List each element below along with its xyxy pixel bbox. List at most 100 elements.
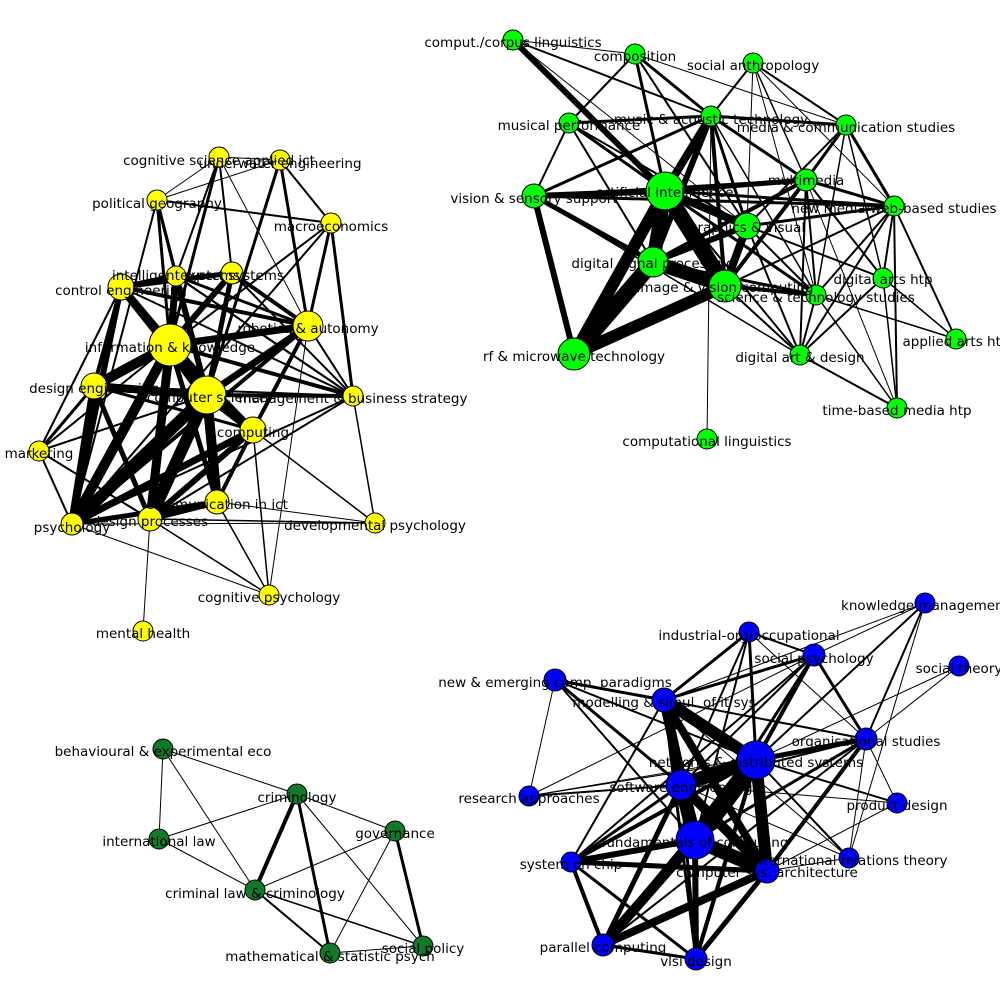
edge-marketing-designproc bbox=[38, 450, 151, 520]
edge-marketing-designeng bbox=[37, 384, 96, 453]
node-musacou bbox=[700, 105, 722, 127]
edge-intel-autonomy bbox=[174, 274, 310, 328]
node-rfmicro bbox=[557, 337, 591, 371]
node-label-modelling: modelling & simul. of it sys bbox=[572, 695, 755, 711]
node-label-newmedia: new media/web-based studies bbox=[791, 201, 996, 217]
edge-graphics-digartdesign bbox=[746, 225, 801, 356]
node-designproc bbox=[137, 506, 163, 532]
edge-composition-musacou bbox=[633, 52, 713, 118]
edge-orgstud-parallel bbox=[602, 738, 867, 946]
node-timebased bbox=[886, 397, 908, 419]
edge-designproc-mental bbox=[142, 518, 151, 632]
edge-computing-devpsy bbox=[252, 429, 376, 524]
node-label-fundcomp: fundamentals of computing bbox=[602, 835, 789, 851]
edge-behav-criminology bbox=[162, 748, 298, 795]
edge-cogsci-intel bbox=[175, 156, 220, 277]
edge-cogsci-polgeo bbox=[156, 156, 220, 201]
node-label-cogsci: cognitive science applied ict bbox=[123, 153, 315, 169]
node-compsci bbox=[187, 375, 227, 415]
node-socpolicy bbox=[412, 935, 434, 957]
node-comparch bbox=[754, 858, 780, 884]
node-label-compsci: computer science bbox=[147, 390, 267, 406]
node-bizstrat bbox=[342, 385, 364, 407]
edge-control-computing bbox=[119, 285, 255, 432]
node-label-parallel: parallel computing bbox=[540, 940, 667, 956]
edge-mediacomm-newmedia bbox=[844, 123, 896, 208]
node-label-indorg: industrial-org/occupational bbox=[658, 628, 839, 644]
edge-socth-netdist bbox=[755, 665, 960, 761]
edge-composition-mediacomm bbox=[634, 53, 847, 126]
node-corpus bbox=[502, 29, 524, 51]
edge-syschip-modelling bbox=[570, 699, 665, 863]
node-orgstud bbox=[854, 727, 878, 751]
edge-psychology-cogpsy bbox=[71, 523, 270, 596]
node-socpsych bbox=[802, 643, 826, 667]
node-label-behav: behavioural & experimental eco bbox=[55, 744, 272, 760]
node-sciencetech bbox=[805, 284, 827, 306]
edge-digartdesign-timebased bbox=[799, 354, 898, 409]
edge-socth-orgstud bbox=[865, 665, 960, 740]
node-digarts bbox=[872, 267, 894, 289]
edge-underwater-polgeo bbox=[156, 159, 281, 201]
node-label-psychology: psychology bbox=[34, 520, 110, 536]
edge-orgstud-comparch bbox=[765, 737, 868, 873]
node-underwater bbox=[269, 149, 291, 171]
edge-vision-musperf bbox=[533, 122, 570, 197]
node-label-netdist: networks & distributed systems bbox=[649, 755, 863, 771]
edge-socanth-mediacomm bbox=[752, 62, 847, 126]
node-label-ai: artificial intelligence bbox=[596, 185, 733, 201]
edge-criminology-mathpsych bbox=[295, 792, 332, 955]
node-fundcomp bbox=[675, 820, 715, 860]
edge-newemerg-research bbox=[528, 679, 556, 797]
node-label-underwater: underwater engineering bbox=[198, 156, 361, 172]
edge-criminology-governance bbox=[296, 793, 396, 832]
edge-multimedia-newmedia bbox=[804, 178, 896, 208]
edge-imagevis-newmedia bbox=[724, 205, 895, 287]
node-marketing bbox=[28, 440, 50, 462]
edge-syschip-fundcomp bbox=[568, 837, 698, 865]
edge-intlrel-comparch bbox=[766, 857, 850, 872]
edge-timebased-sciencetech bbox=[815, 294, 898, 409]
node-label-socpsych: social psychology bbox=[754, 651, 873, 667]
edge-graphics-sciencetech bbox=[746, 225, 817, 296]
node-intlaw bbox=[148, 828, 170, 850]
node-designeng bbox=[80, 372, 108, 400]
node-mental bbox=[132, 620, 154, 642]
node-socanth bbox=[742, 52, 764, 74]
edge-commict-devpsy bbox=[216, 501, 376, 524]
node-devpsy bbox=[364, 512, 386, 534]
node-label-newemerg: new & emerging comp. paradigms bbox=[438, 675, 672, 691]
edge-marketing-psychology bbox=[38, 450, 73, 525]
edge-corpus-composition bbox=[512, 39, 636, 55]
edge-digsig-graphics bbox=[650, 223, 750, 265]
labels-layer: cognitive science applied ictunderwater … bbox=[5, 35, 1000, 970]
edge-digsig-multimedia bbox=[651, 178, 808, 264]
node-knowmgmt bbox=[914, 592, 936, 614]
edge-macro-autonomy bbox=[306, 221, 333, 328]
edge-socpsych-orgstud bbox=[812, 653, 868, 741]
edge-digarts-timebased bbox=[882, 277, 898, 409]
node-multimedia bbox=[794, 168, 818, 192]
edge-behav-crimlaw bbox=[162, 748, 256, 891]
node-appliedarts bbox=[945, 328, 967, 350]
edge-knowmgmt-netdist bbox=[755, 602, 926, 761]
edge-syschip-vlsi bbox=[569, 860, 698, 961]
edge-macro-bizstrat bbox=[329, 221, 355, 398]
edge-intlrel-softeng bbox=[680, 784, 850, 859]
node-label-digartdesign: digital art & design bbox=[735, 350, 864, 366]
edge-musacou-graphics bbox=[709, 114, 749, 228]
edge-bizstrat-psychology bbox=[71, 395, 354, 525]
edge-graphics-digarts bbox=[746, 225, 884, 279]
edge-vlsi-parallel bbox=[601, 943, 698, 961]
node-label-orgstud: organisational studies bbox=[792, 734, 941, 750]
node-proddesign bbox=[886, 792, 908, 814]
node-label-timebased: time-based media htp bbox=[822, 403, 971, 419]
node-complinguistics bbox=[696, 428, 718, 450]
node-netdist bbox=[736, 740, 776, 780]
edge-marketing-control bbox=[38, 286, 122, 452]
edge-marketing-compsci bbox=[38, 394, 208, 452]
edge-autonomy-psychology bbox=[70, 324, 310, 526]
node-label-devpsy: developmental psychology bbox=[284, 518, 466, 534]
edge-vlsi-fundcomp bbox=[692, 837, 699, 962]
